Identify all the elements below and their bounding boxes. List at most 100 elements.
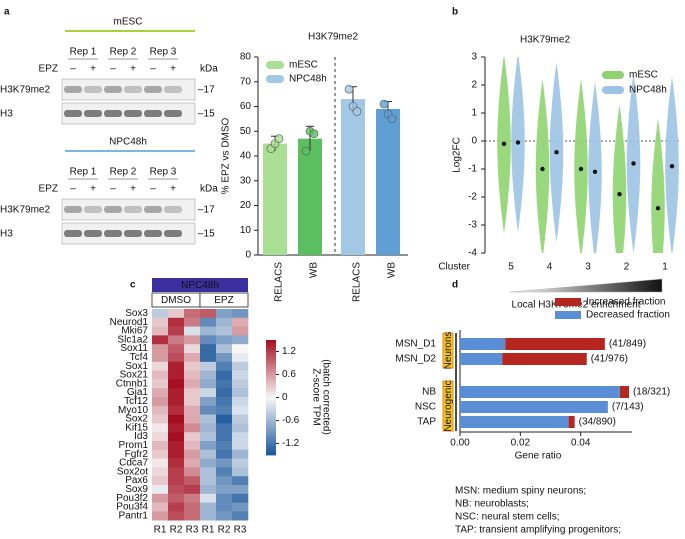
heat-cell — [216, 379, 233, 389]
blot-frame — [61, 198, 196, 221]
y-tick-label: 60 — [240, 101, 252, 112]
column-label: R1 — [154, 525, 167, 536]
y-tick-label: NB — [422, 387, 436, 398]
bar-annotation: (41/849) — [609, 339, 646, 350]
row-label: Sox2ot — [117, 466, 148, 477]
heat-cell — [168, 379, 185, 389]
colorbar-label: Z-score TPM — [310, 368, 321, 426]
heat-cell — [168, 511, 185, 521]
median-dot — [515, 140, 521, 145]
heat-cell — [168, 335, 185, 345]
colorbar-step — [266, 406, 276, 410]
heat-cell — [168, 309, 185, 319]
heat-cell — [168, 405, 185, 415]
heat-cell — [232, 379, 249, 389]
heat-cell — [216, 326, 233, 336]
legend-label: NPC48h — [629, 85, 667, 96]
data-point — [344, 84, 354, 94]
heat-cell — [200, 397, 217, 407]
heat-cell — [216, 397, 233, 407]
colorbar-step — [266, 400, 276, 404]
colorbar-step — [266, 429, 276, 433]
sign-label: – — [110, 184, 116, 195]
heat-cell — [184, 467, 201, 477]
row-label: Pou3f2 — [116, 493, 148, 504]
heat-cell — [152, 379, 169, 389]
violin — [535, 79, 550, 253]
heat-cell — [152, 458, 169, 468]
heat-cell — [152, 388, 169, 398]
heat-cell — [200, 458, 217, 468]
colorbar-step — [266, 380, 276, 384]
heat-cell — [200, 511, 217, 521]
heat-cell — [200, 388, 217, 398]
bar-segment — [619, 386, 629, 398]
colorbar-step — [266, 386, 276, 390]
heat-cell — [184, 449, 201, 459]
x-tick-label: RELACS — [274, 262, 285, 302]
chart-title: H3K79me2 — [520, 35, 570, 46]
heat-cell — [232, 432, 249, 442]
colorbar-tick-label: 0.6 — [282, 369, 296, 380]
y-tick-label: -4 — [468, 248, 477, 259]
heat-cell — [152, 317, 169, 327]
colorbar-step — [266, 437, 276, 442]
heat-cell — [232, 397, 249, 407]
heat-cell — [232, 485, 249, 495]
bar-segment — [568, 416, 575, 428]
rep-label: Rep 3 — [150, 47, 177, 58]
blot-title: NPC48h — [109, 137, 147, 148]
row-label: Kif15 — [125, 422, 148, 433]
row-label: Prom1 — [119, 440, 149, 451]
panel-label: a — [4, 7, 10, 18]
heat-cell — [216, 353, 233, 363]
colorbar-tick-label: 0 — [282, 392, 288, 403]
legend-swatch — [555, 298, 581, 306]
heat-cell — [184, 405, 201, 415]
heat-cell — [152, 432, 169, 442]
heat-cell — [184, 361, 201, 371]
heat-cell — [152, 344, 169, 354]
treatment-label: EPZ — [39, 64, 58, 75]
median-dot — [655, 206, 661, 211]
marker-label: –17 — [198, 205, 215, 216]
heat-cell — [232, 317, 249, 327]
heat-cell — [232, 344, 249, 354]
chart-title: H3K79me2 — [308, 32, 358, 43]
legend-label: NPC48h — [289, 74, 327, 85]
heat-cell — [216, 423, 233, 433]
colorbar-step — [266, 440, 276, 444]
heat-cell — [152, 326, 169, 336]
blot-band — [124, 206, 142, 213]
violin — [588, 81, 602, 253]
colorbar-label: (batch corrected) — [320, 359, 331, 435]
heat-cell — [200, 379, 217, 389]
y-axis-label: % EPZ vs DMSO — [221, 117, 232, 194]
heat-cell — [152, 485, 169, 495]
x-tick-label: 0.00 — [450, 438, 470, 449]
y-tick-label: 2 — [471, 80, 477, 91]
row-label: H3 — [0, 109, 13, 120]
y-tick-label: MSN_D2 — [395, 354, 436, 365]
heat-cell — [184, 493, 201, 503]
heat-cell — [184, 485, 201, 495]
row-label: Gja1 — [127, 387, 149, 398]
heat-cell — [216, 511, 233, 521]
blot-band — [124, 86, 142, 93]
sign-label: + — [170, 64, 176, 75]
colorbar-step — [266, 449, 276, 453]
heat-cell — [232, 309, 249, 319]
colorbar-tick-label: -0.6 — [282, 415, 300, 426]
panel-label: b — [452, 7, 458, 18]
colorbar-tick-label: -1.2 — [282, 438, 300, 449]
heat-cell — [168, 388, 185, 398]
blot-band — [164, 230, 182, 237]
colorbar-step — [266, 391, 276, 396]
heat-cell — [216, 361, 233, 371]
row-label: Sox21 — [120, 370, 149, 381]
legend-label: mESC — [289, 60, 318, 71]
heat-cell — [168, 476, 185, 486]
marker-label: –15 — [198, 229, 215, 240]
blot-band — [84, 230, 102, 237]
heat-cell — [200, 414, 217, 424]
